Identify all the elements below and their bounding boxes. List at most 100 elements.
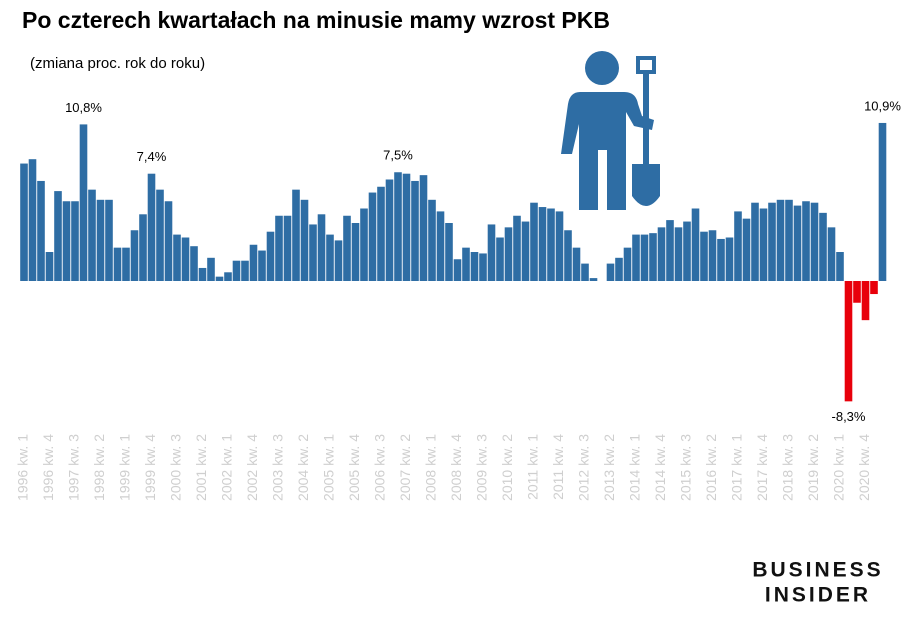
x-tick-label: 1996 kw. 1 [15,434,31,501]
bar [861,281,870,321]
x-tick-label: 2011 kw. 1 [525,434,541,500]
bar [572,247,581,281]
bar [283,215,292,281]
x-tick-label: 2015 kw. 3 [678,434,694,501]
x-tick-label: 2016 kw. 2 [703,434,719,501]
bar [802,201,810,281]
x-tick-label: 2008 kw. 4 [448,434,464,501]
x-tick-label: 2006 kw. 3 [372,434,388,501]
bar [640,234,649,281]
worker-icon [561,51,660,210]
bar [819,212,827,281]
bar [878,122,887,281]
x-tick-label: 1996 kw. 4 [40,434,56,501]
bar [105,199,113,281]
bar [385,179,394,281]
chart-subtitle: (zmiana proc. rok do roku) [30,55,205,72]
bar [326,234,334,281]
bar [632,234,640,281]
bar [708,230,717,281]
data-label: -8,3% [832,409,866,424]
bar [317,214,326,281]
bar [37,180,45,281]
bar [751,202,759,281]
x-tick-label: 2008 kw. 1 [423,434,439,501]
bar [292,189,300,281]
bar [224,272,232,281]
bar [147,173,156,281]
bar [785,199,793,281]
x-tick-label: 2017 kw. 1 [729,434,745,501]
brand-line: BUSINESS [752,559,883,582]
bar [870,281,878,295]
x-tick-label: 2007 kw. 2 [397,434,413,501]
bar [275,215,283,281]
x-tick-label: 2014 kw. 1 [627,434,643,501]
bar [343,215,351,281]
bar [215,276,224,281]
x-tick-label: 1999 kw. 1 [117,434,133,501]
bar [334,240,343,281]
bar [173,234,181,281]
bar [241,260,249,281]
bar [156,189,164,281]
bar [793,205,802,281]
bar [487,224,496,281]
x-tick-label: 2010 kw. 2 [499,434,515,501]
bar [725,237,734,281]
bar [266,231,275,281]
bar [674,227,683,281]
bar [300,199,309,281]
bar [419,175,428,281]
bar [113,247,122,281]
bar [28,159,37,281]
bar [394,172,402,281]
bar [411,180,419,281]
bar [776,199,785,281]
bar [445,223,453,281]
bar [700,231,708,281]
x-tick-label: 1999 kw. 4 [142,434,158,501]
bar [130,230,139,281]
data-label: 10,8% [65,100,102,115]
bar [96,199,105,281]
x-tick-label: 1997 kw. 3 [66,434,82,501]
bar [504,227,513,281]
x-tick-label: 2011 kw. 4 [550,434,566,500]
bar [836,252,844,281]
bar [309,224,317,281]
x-tick-label: 1998 kw. 2 [91,434,107,501]
bar [683,221,691,281]
bar [232,260,241,281]
bar [62,201,71,281]
x-tick-label: 2003 kw. 3 [270,434,286,501]
bar [79,124,88,282]
bar [164,201,173,281]
x-tick-label: 2020 kw. 4 [856,434,872,501]
bar [198,267,207,281]
bar [581,263,589,281]
bar [207,257,215,281]
bar [88,189,96,281]
bar [759,208,768,281]
x-tick-label: 2002 kw. 4 [244,434,260,501]
chart-title: Po czterech kwartałach na minusie mamy w… [22,7,610,33]
bar [139,214,147,281]
bar [122,247,130,281]
x-tick-label: 2005 kw. 4 [346,434,362,501]
bar [249,244,258,281]
bar [377,186,385,281]
bar [734,211,742,281]
bar [691,208,700,281]
x-tick-label: 2020 kw. 1 [831,434,847,501]
bar [462,247,470,281]
x-tick-label: 2009 kw. 3 [474,434,490,501]
bar [513,215,521,281]
x-tick-label: 2002 kw. 1 [219,434,235,501]
bar [45,252,54,281]
bar [368,192,377,281]
data-label: 10,9% [864,98,901,113]
bar [555,211,564,281]
x-tick-label: 2000 kw. 3 [168,434,184,501]
